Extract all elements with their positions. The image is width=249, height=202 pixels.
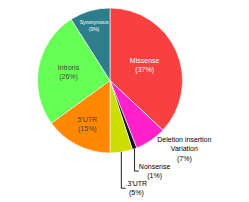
svg-text:.3'UTR(5%): .3'UTR(5%) — [126, 180, 148, 197]
svg-text:Deletion insertionVariation(7%: Deletion insertionVariation(7%) — [157, 136, 211, 162]
svg-text:Synonymous(9%): Synonymous(9%) — [80, 19, 109, 31]
svg-text:5'UTR(15%): 5'UTR(15%) — [78, 116, 98, 133]
svg-text:Missense(37%): Missense(37%) — [130, 57, 160, 74]
svg-text:Introns(26%): Introns(26%) — [58, 64, 80, 81]
svg-text:Nonsense(1%): Nonsense(1%) — [139, 163, 171, 180]
